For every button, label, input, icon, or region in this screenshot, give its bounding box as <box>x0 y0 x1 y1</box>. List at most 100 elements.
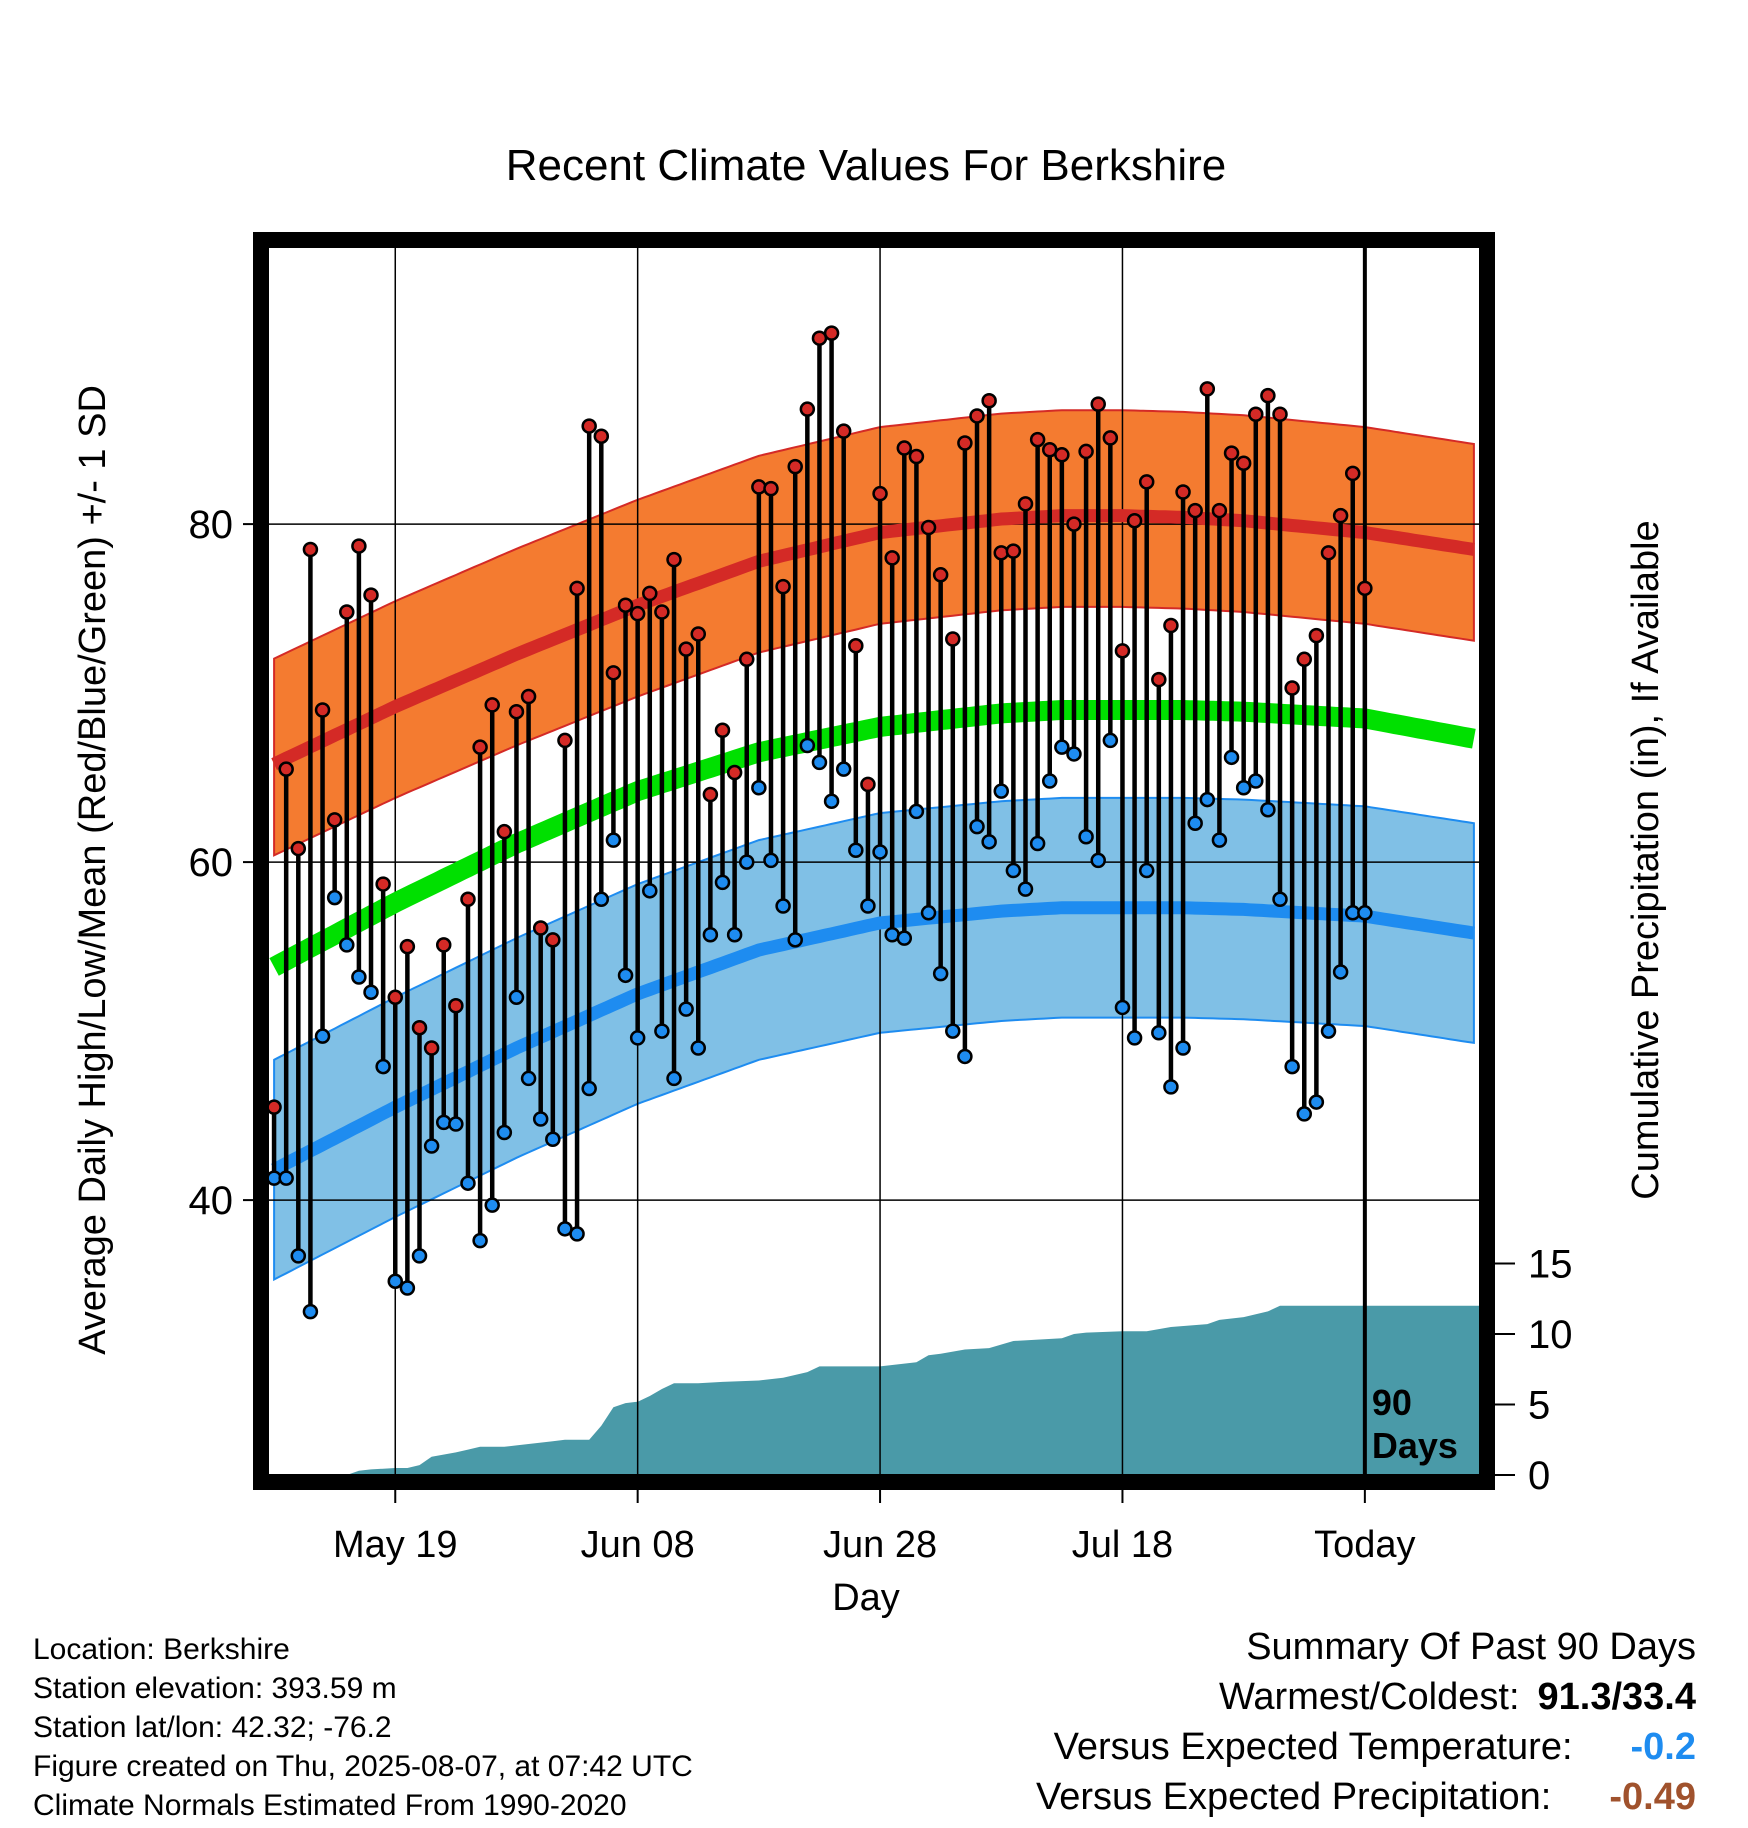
y2-tick-label: 0 <box>1528 1454 1550 1498</box>
daily-bars <box>271 333 1368 1312</box>
daily-low-point <box>654 1023 670 1039</box>
daily-low-point <box>1029 835 1046 852</box>
daily-low-point <box>532 1111 549 1127</box>
daily-low-point <box>799 737 816 754</box>
daily-high-point <box>460 891 476 908</box>
daily-low-point <box>932 965 949 982</box>
summary-heading: Summary Of Past 90 Days <box>1246 1626 1696 1668</box>
daily-low-point <box>1272 891 1288 908</box>
daily-high-point <box>411 1019 428 1036</box>
daily-high-point <box>860 776 876 793</box>
daily-high-point <box>1066 516 1082 532</box>
daily-high-point <box>617 597 634 613</box>
chart-title: Recent Climate Values For Berkshire <box>506 141 1227 190</box>
created-text: Figure created on Thu, 2025-08-07, at 07… <box>33 1750 693 1783</box>
daily-high-point <box>1163 617 1179 634</box>
daily-high-point <box>666 551 682 568</box>
daily-low-point <box>399 1280 416 1296</box>
daily-high-point <box>823 325 840 341</box>
daily-high-point <box>872 485 888 502</box>
normals-text: Climate Normals Estimated From 1990-2020 <box>33 1789 627 1822</box>
daily-high-point <box>605 665 622 681</box>
y-tick-label: 40 <box>189 1179 234 1223</box>
y2-axis-label: Cumulative Precipitation (in), If Availa… <box>1625 520 1667 1199</box>
climate-chart: Recent Climate Values For Berkshire 40 60… <box>72 141 1667 1619</box>
daily-high-point <box>472 739 488 755</box>
daily-low-point <box>1163 1079 1179 1095</box>
daily-low-point <box>1248 773 1264 789</box>
daily-low-point <box>375 1058 391 1075</box>
daily-low-point <box>326 889 343 906</box>
daily-low-point <box>969 818 985 835</box>
daily-high-point <box>945 631 961 647</box>
daily-low-point <box>496 1124 513 1141</box>
daily-low-point <box>1090 852 1106 869</box>
daily-high-point <box>1090 396 1106 412</box>
daily-high-point <box>339 604 355 620</box>
daily-high-point <box>435 937 452 953</box>
daily-high-point <box>981 392 997 409</box>
daily-high-point <box>738 651 755 668</box>
daily-low-point <box>945 1023 961 1039</box>
daily-low-point <box>593 891 610 908</box>
daily-high-point <box>629 605 646 622</box>
daily-low-point <box>848 842 864 859</box>
station-info: Location: Berkshire Station elevation: 3… <box>33 1630 693 1825</box>
daily-low-point <box>387 1273 404 1289</box>
daily-high-point <box>1272 406 1288 422</box>
temp-label: Versus Expected Temperature: <box>1053 1726 1573 1768</box>
daily-high-point <box>290 840 307 857</box>
daily-low-point <box>751 779 767 796</box>
daily-low-point <box>1187 815 1203 831</box>
warm-cold-row: Warmest/Coldest: 91.3/33.4 <box>1036 1672 1696 1722</box>
daily-low-point <box>508 989 525 1006</box>
daily-low-point <box>642 883 658 899</box>
daily-low-point <box>1017 881 1034 897</box>
daily-high-point <box>1344 465 1361 482</box>
daily-high-point <box>1260 387 1276 404</box>
days-marker-label: Days <box>1372 1425 1458 1466</box>
daily-low-point <box>1357 905 1373 921</box>
daily-high-point <box>363 587 379 603</box>
daily-low-point <box>1138 862 1155 879</box>
daily-high-point <box>726 764 743 781</box>
daily-low-point <box>1066 746 1082 762</box>
daily-low-point <box>1308 1094 1325 1110</box>
daily-low-point <box>860 898 876 914</box>
daily-high-point <box>302 541 319 558</box>
daily-high-point <box>1284 680 1300 696</box>
daily-low-point <box>1102 732 1119 749</box>
daily-high-point <box>1235 455 1252 472</box>
daily-low-point <box>435 1114 452 1131</box>
daily-low-point <box>1175 1040 1191 1056</box>
daily-low-point <box>666 1070 682 1087</box>
daily-high-point <box>1199 381 1216 397</box>
daily-high-point <box>375 876 391 892</box>
daily-high-point <box>763 480 779 497</box>
daily-low-point <box>1054 739 1070 755</box>
daily-low-point <box>1211 832 1228 848</box>
daily-low-point <box>1235 779 1252 796</box>
daily-high-point <box>884 550 900 566</box>
daily-low-point <box>896 930 913 946</box>
daily-low-point <box>678 1001 694 1017</box>
daily-low-point <box>423 1138 440 1154</box>
elevation-text: Station elevation: 393.59 m <box>33 1672 397 1705</box>
daily-low-point <box>460 1175 476 1191</box>
x-tick-label: May 19 <box>333 1524 458 1566</box>
precip-value: -0.49 <box>1609 1776 1696 1818</box>
daily-low-point <box>484 1197 500 1213</box>
daily-low-point <box>957 1048 973 1065</box>
daily-high-point <box>1187 502 1203 519</box>
daily-low-point <box>787 932 803 948</box>
summary-panel: Summary Of Past 90 Days Warmest/Coldest:… <box>1036 1622 1696 1822</box>
precip-area <box>274 1305 1480 1475</box>
daily-low-point <box>835 761 852 777</box>
precip-row: Versus Expected Precipitation: -0.49 <box>1036 1772 1696 1822</box>
daily-low-point <box>569 1226 585 1242</box>
daily-low-point <box>714 874 731 891</box>
plot-border <box>253 232 1495 1490</box>
daily-low-point <box>1284 1058 1300 1075</box>
daily-high-point <box>351 538 367 554</box>
daily-low-point <box>823 793 840 810</box>
